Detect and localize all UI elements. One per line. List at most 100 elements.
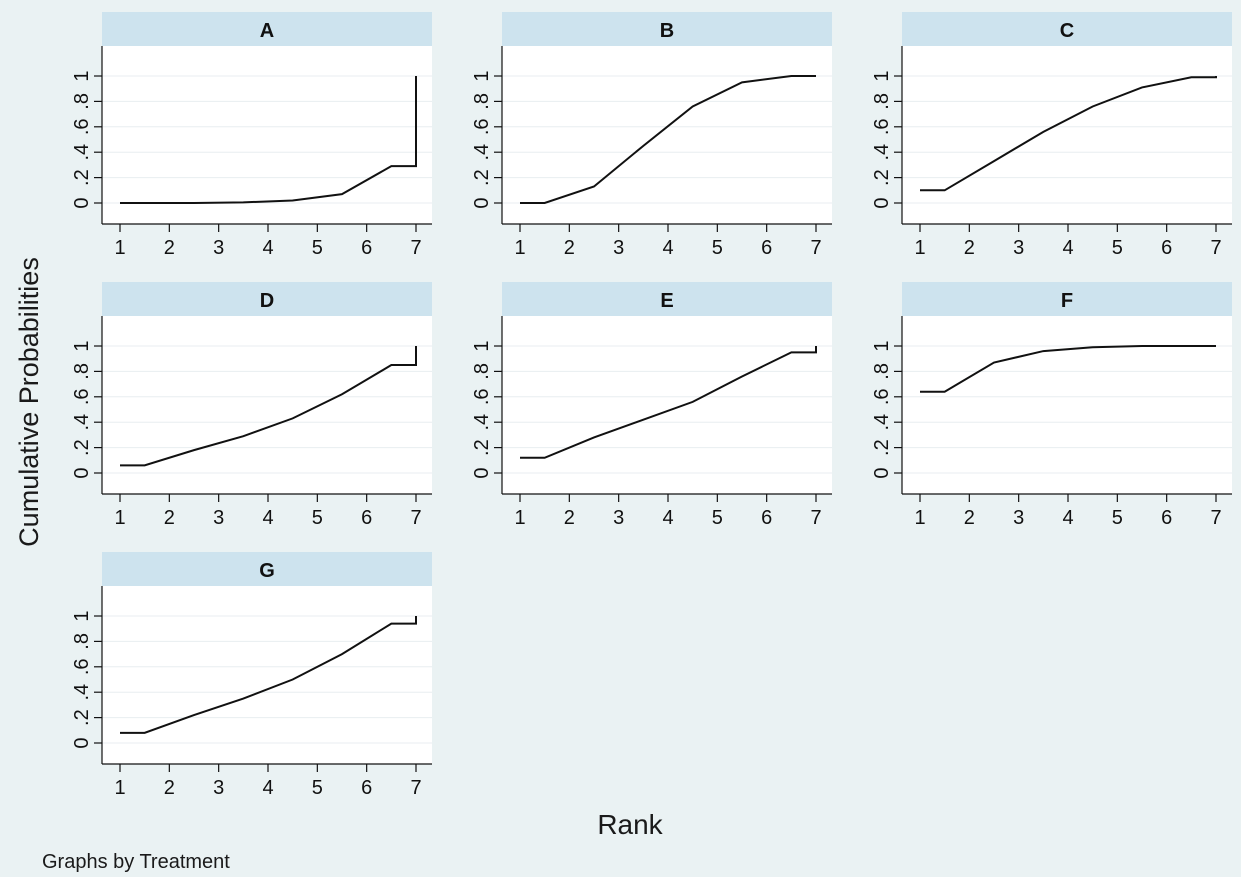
- plot-area: [102, 46, 432, 224]
- y-tick-label: .6: [71, 388, 93, 405]
- x-tick-label: 5: [312, 237, 323, 259]
- panel-strip: [902, 12, 1232, 46]
- panel-title: C: [1060, 20, 1074, 42]
- x-tick-label: 3: [213, 507, 224, 529]
- x-tick-label: 1: [514, 237, 525, 259]
- x-tick-label: 4: [662, 507, 673, 529]
- x-tick-label: 2: [164, 237, 175, 259]
- series-line: [120, 346, 417, 467]
- series-line: [120, 76, 417, 204]
- y-tick-label: 1: [71, 340, 93, 351]
- x-tick-label: 7: [810, 507, 821, 529]
- series-line: [520, 75, 816, 204]
- x-tick-label: 4: [262, 507, 273, 529]
- y-tick-label: 0: [71, 737, 93, 748]
- panel-strip: [502, 282, 832, 316]
- x-tick-label: 1: [914, 237, 925, 259]
- panel-title: G: [259, 560, 275, 582]
- x-tick-label: 4: [662, 237, 673, 259]
- x-tick-label: 5: [1112, 507, 1123, 529]
- x-tick-label: 4: [262, 777, 273, 799]
- x-tick-label: 6: [361, 507, 372, 529]
- x-tick-label: 6: [361, 777, 372, 799]
- y-tick-label: 0: [71, 467, 93, 478]
- series-line: [920, 76, 1217, 192]
- y-tick-label: .4: [71, 144, 93, 161]
- y-tick-label: .8: [71, 363, 93, 380]
- y-tick-label: 0: [471, 197, 493, 208]
- x-tick-label: 7: [410, 507, 421, 529]
- x-tick-label: 1: [114, 237, 125, 259]
- x-tick-label: 5: [712, 507, 723, 529]
- x-tick-label: 7: [1210, 237, 1221, 259]
- x-tick-label: 6: [361, 237, 372, 259]
- y-tick-label: .6: [871, 118, 893, 135]
- panel-g: G 0 .2 .4 .6 .8 1 1 2 3 4 5 6 7: [71, 552, 432, 799]
- y-tick-label: .4: [471, 144, 493, 161]
- y-tick-label: .6: [71, 118, 93, 135]
- plot-area: [902, 46, 1232, 224]
- y-tick-label: .2: [471, 439, 493, 456]
- y-tick-label: .6: [71, 658, 93, 675]
- y-tick-label: 1: [871, 70, 893, 81]
- x-tick-label: 6: [761, 237, 772, 259]
- y-tick-label: 0: [871, 467, 893, 478]
- panels-group: A 0 .2 .4 .6 .8 1 1 2 3 4 5 6 7 B 0 .2 .4 .6 .8 1 1 2 3 4 5 6 7 C 0 .2…: [71, 12, 1232, 799]
- panel-strip: [902, 282, 1232, 316]
- x-tick-label: 3: [1013, 507, 1024, 529]
- graphs-by-note: Graphs by Treatment: [42, 851, 230, 873]
- x-tick-label: 4: [1062, 237, 1073, 259]
- x-tick-label: 4: [1062, 507, 1073, 529]
- x-tick-label: 7: [410, 237, 421, 259]
- y-tick-label: .8: [871, 363, 893, 380]
- plot-area: [102, 586, 432, 764]
- y-tick-label: .2: [71, 439, 93, 456]
- panel-e: E 0 .2 .4 .6 .8 1 1 2 3 4 5 6 7: [471, 282, 832, 529]
- y-tick-label: .4: [871, 144, 893, 161]
- x-tick-label: 6: [761, 507, 772, 529]
- y-tick-label: .4: [471, 414, 493, 431]
- y-tick-label: .8: [71, 633, 93, 650]
- y-tick-label: .8: [471, 93, 493, 110]
- x-tick-label: 1: [914, 507, 925, 529]
- plot-area: [502, 46, 832, 224]
- x-tick-label: 5: [312, 777, 323, 799]
- x-tick-label: 1: [114, 507, 125, 529]
- x-tick-label: 2: [964, 507, 975, 529]
- x-tick-label: 3: [213, 777, 224, 799]
- x-axis-label: Rank: [597, 809, 663, 840]
- x-tick-label: 2: [564, 507, 575, 529]
- x-tick-label: 7: [410, 777, 421, 799]
- y-tick-label: .4: [871, 414, 893, 431]
- x-tick-label: 5: [1112, 237, 1123, 259]
- y-tick-label: .2: [871, 169, 893, 186]
- panel-title: E: [660, 290, 673, 312]
- y-tick-label: 1: [871, 340, 893, 351]
- panel-title: F: [1061, 290, 1073, 312]
- series-line: [520, 346, 817, 459]
- panel-title: A: [260, 20, 274, 42]
- panel-a: A 0 .2 .4 .6 .8 1 1 2 3 4 5 6 7: [71, 12, 432, 259]
- x-tick-label: 6: [1161, 507, 1172, 529]
- y-tick-label: .6: [871, 388, 893, 405]
- x-tick-label: 2: [564, 237, 575, 259]
- y-tick-label: .8: [871, 93, 893, 110]
- y-tick-label: .8: [71, 93, 93, 110]
- panel-title: D: [260, 290, 274, 312]
- panel-strip: [102, 12, 432, 46]
- y-tick-label: .6: [471, 388, 493, 405]
- series-line: [120, 616, 417, 734]
- y-tick-label: .4: [71, 684, 93, 701]
- y-tick-label: .2: [71, 169, 93, 186]
- x-tick-label: 3: [613, 507, 624, 529]
- x-tick-label: 1: [514, 507, 525, 529]
- y-tick-label: .4: [71, 414, 93, 431]
- x-tick-label: 3: [613, 237, 624, 259]
- y-tick-label: .2: [71, 709, 93, 726]
- panel-title: B: [660, 20, 674, 42]
- plot-area: [502, 316, 832, 494]
- x-tick-label: 7: [810, 237, 821, 259]
- plot-area: [902, 316, 1232, 494]
- panel-d: D 0 .2 .4 .6 .8 1 1 2 3 4 5 6 7: [71, 282, 432, 529]
